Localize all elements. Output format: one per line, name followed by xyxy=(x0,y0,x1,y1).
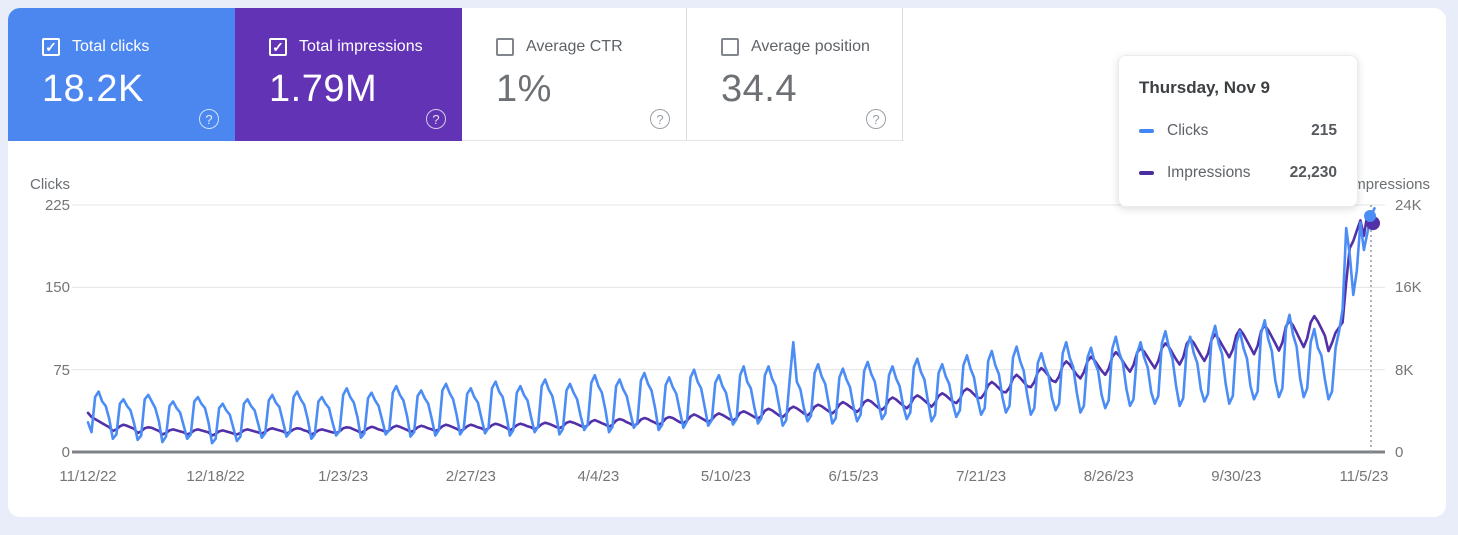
right-axis-tick: 8K xyxy=(1395,361,1414,379)
metric-value: 34.4 xyxy=(721,68,797,110)
metric-cards-row: ✓ Total clicks 18.2K ? ✓ Total impressio… xyxy=(8,8,904,141)
tooltip-row-impressions: Impressions 22,230 xyxy=(1139,164,1337,182)
tooltip-value: 215 xyxy=(1311,122,1337,139)
metric-card-total-impressions[interactable]: ✓ Total impressions 1.79M ? xyxy=(235,8,462,141)
metric-value: 18.2K xyxy=(42,68,144,110)
tooltip-row-clicks: Clicks 215 xyxy=(1139,122,1337,140)
right-axis-tick: 0 xyxy=(1395,444,1404,461)
x-axis-tick: 7/21/23 xyxy=(956,468,1007,485)
metric-label: Average CTR xyxy=(526,38,623,55)
checkbox-checked-icon[interactable]: ✓ xyxy=(269,38,287,56)
metric-value: 1.79M xyxy=(269,68,378,110)
left-axis-title: Clicks xyxy=(30,176,70,193)
checkbox-checked-icon[interactable]: ✓ xyxy=(42,38,60,56)
left-axis-tick: 75 xyxy=(53,361,70,379)
metric-label: Total impressions xyxy=(299,38,423,55)
x-axis-tick: 11/12/22 xyxy=(59,468,117,485)
x-axis-tick: 2/27/23 xyxy=(445,468,496,485)
help-icon[interactable]: ? xyxy=(426,109,446,129)
x-axis-tick: 6/15/23 xyxy=(828,468,879,485)
metric-label: Total clicks xyxy=(72,38,150,55)
right-axis-title: Impressions xyxy=(1349,176,1430,193)
impressions-series-dash-icon xyxy=(1139,171,1154,175)
metric-value: 1% xyxy=(496,68,552,110)
help-icon[interactable]: ? xyxy=(199,109,219,129)
hover-tooltip: Thursday, Nov 9 Clicks 215 Impressions 2… xyxy=(1118,55,1358,207)
metric-card-total-clicks[interactable]: ✓ Total clicks 18.2K ? xyxy=(8,8,235,141)
x-axis-tick: 12/18/22 xyxy=(186,468,245,485)
metric-label: Average position xyxy=(751,38,870,55)
tooltip-label: Impressions xyxy=(1167,164,1251,181)
metric-card-average-ctr[interactable]: Average CTR 1% ? xyxy=(462,8,686,141)
help-icon[interactable]: ? xyxy=(650,109,670,129)
help-icon[interactable]: ? xyxy=(866,109,886,129)
left-axis-tick: 0 xyxy=(61,444,70,461)
tooltip-label: Clicks xyxy=(1167,122,1209,139)
metric-card-average-position[interactable]: Average position 34.4 ? xyxy=(686,8,903,141)
tooltip-date: Thursday, Nov 9 xyxy=(1139,78,1270,97)
clicks-series-dash-icon xyxy=(1139,129,1154,133)
x-axis-tick: 9/30/23 xyxy=(1211,468,1262,485)
x-axis-tick: 1/23/23 xyxy=(318,468,369,485)
x-axis-tick: 5/10/23 xyxy=(700,468,751,485)
checkbox-icon[interactable] xyxy=(721,38,739,56)
right-axis-tick: 16K xyxy=(1395,279,1422,297)
left-axis-tick: 150 xyxy=(44,279,70,297)
x-axis-tick: 8/26/23 xyxy=(1083,468,1134,485)
tooltip-value: 22,230 xyxy=(1289,164,1337,181)
x-axis-tick: 4/4/23 xyxy=(577,468,620,485)
checkbox-icon[interactable] xyxy=(496,38,514,56)
x-axis-tick: 11/5/23 xyxy=(1339,468,1389,485)
left-axis-tick: 225 xyxy=(44,197,70,214)
right-axis-tick: 24K xyxy=(1395,197,1422,214)
